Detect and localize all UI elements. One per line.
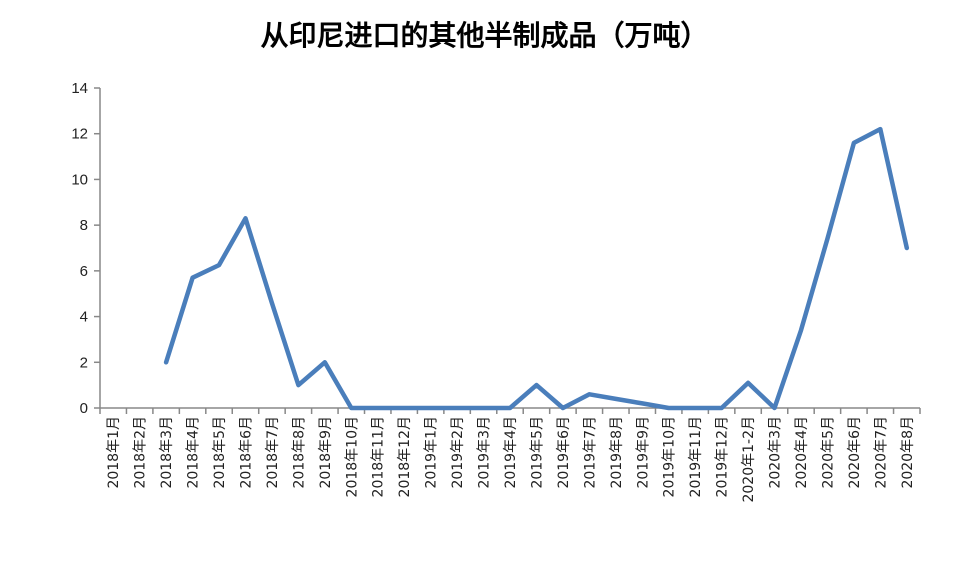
x-tick-label: 2018年7月	[265, 416, 281, 489]
x-tick-label: 2019年11月	[688, 416, 704, 497]
y-tick-label: 12	[71, 126, 88, 143]
x-tick-label: 2019年1月	[424, 416, 440, 489]
x-tick-label: 2020年1-2月	[741, 416, 757, 503]
x-tick-label: 2018年5月	[212, 416, 228, 489]
chart-title: 从印尼进口的其他半制成品（万吨）	[260, 19, 709, 52]
y-tick-label: 8	[80, 217, 88, 234]
x-tick-label: 2019年9月	[635, 416, 651, 489]
x-tick-label: 2020年4月	[794, 416, 810, 489]
y-tick-label: 6	[80, 263, 88, 280]
y-tick-label: 10	[71, 171, 88, 188]
x-tick-label: 2018年3月	[159, 416, 175, 489]
x-tick-label: 2019年4月	[503, 416, 519, 489]
x-tick-label: 2019年6月	[556, 416, 572, 489]
x-tick-label: 2019年7月	[582, 416, 598, 489]
x-tick-label: 2018年4月	[186, 416, 202, 489]
x-tick-label: 2020年7月	[873, 416, 889, 489]
y-tick-label: 4	[80, 309, 88, 326]
x-tick-label: 2018年12月	[397, 416, 413, 497]
x-tick-label: 2018年9月	[318, 416, 334, 489]
x-tick-label: 2019年12月	[715, 416, 731, 497]
x-tick-label: 2020年8月	[900, 416, 916, 489]
x-tick-label: 2019年8月	[609, 416, 625, 489]
x-tick-label: 2018年8月	[291, 416, 307, 489]
x-tick-label: 2019年10月	[662, 416, 678, 497]
x-tick-label: 2018年10月	[344, 416, 360, 497]
series-line	[163, 126, 910, 411]
y-tick-label: 2	[80, 354, 88, 371]
x-tick-label: 2020年5月	[820, 416, 836, 489]
y-tick-label: 0	[80, 400, 88, 417]
x-tick-label: 2018年6月	[238, 416, 254, 489]
x-tick-label: 2018年2月	[133, 416, 149, 489]
x-tick-label: 2020年6月	[847, 416, 863, 489]
y-tick-label: 14	[71, 80, 88, 97]
x-tick-label: 2018年1月	[106, 416, 122, 489]
x-tick-label: 2020年3月	[768, 416, 784, 489]
x-tick-label: 2018年11月	[371, 416, 387, 497]
x-tick-label: 2019年3月	[477, 416, 493, 489]
x-tick-label: 2019年5月	[529, 416, 545, 489]
x-tick-label: 2019年2月	[450, 416, 466, 489]
